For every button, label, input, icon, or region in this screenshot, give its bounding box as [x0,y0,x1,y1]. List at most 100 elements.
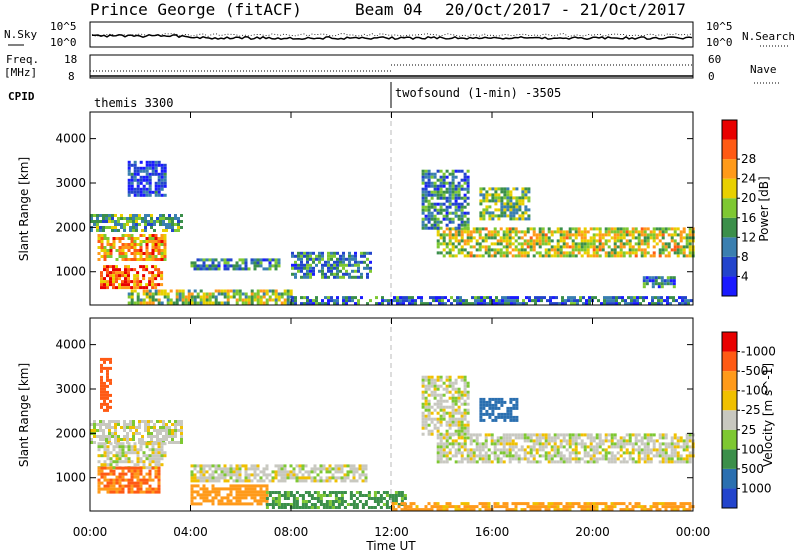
heatmap-cell [133,484,137,488]
heatmap-cell [672,279,676,283]
heatmap-cell [676,442,680,446]
heatmap-cell [124,255,128,258]
heatmap-cell [292,497,296,500]
heatmap-cell [147,426,150,429]
heatmap-cell [439,508,443,512]
heatmap-cell [550,445,554,449]
heatmap-cell [333,251,336,255]
heatmap-cell [354,257,357,261]
heatmap-cell [592,505,596,509]
heatmap-cell [676,445,680,449]
heatmap-cell [466,202,470,206]
heatmap-cell [145,172,149,176]
heatmap-cell [447,299,450,303]
heatmap-cell [463,193,467,197]
heatmap-cell [664,505,668,509]
heatmap-cell [106,366,109,370]
heatmap-cell [649,451,653,455]
heatmap-cell [381,299,384,303]
heatmap-cell [613,442,617,446]
heatmap-cell [442,202,446,206]
heatmap-cell [457,508,461,512]
heatmap-cell [465,302,468,306]
heatmap-cell [457,230,461,234]
heatmap-cell [502,233,506,237]
heatmap-cell [142,286,146,290]
heatmap-cell [421,220,425,224]
heatmap-cell [456,299,459,303]
heatmap-cell [616,457,620,461]
heatmap-cell [150,426,153,429]
heatmap-cell [363,251,366,255]
heatmap-cell [516,299,519,303]
heatmap-cell [541,227,545,231]
heatmap-cell [500,196,504,200]
heatmap-cell [526,242,530,246]
heatmap-cell [148,193,152,197]
heatmap-cell [651,279,655,283]
heatmap-cell [442,399,446,403]
heatmap-cell [193,298,197,302]
heatmap-cell [301,476,305,480]
heatmap-cell [90,229,93,232]
heatmap-cell [655,439,659,443]
heatmap-cell [451,236,455,240]
heatmap-cell [421,223,425,227]
heatmap-cell [424,414,428,418]
heatmap-cell [148,175,152,179]
heatmap-cell [346,464,350,468]
heatmap-cell [163,163,167,167]
heatmap-cell [460,429,464,433]
heatmap-cell [451,248,455,252]
heatmap-cell [607,451,611,455]
heatmap-cell [108,226,111,229]
heatmap-cell [430,390,434,394]
heatmap-cell [511,248,515,252]
heatmap-cell [259,479,263,483]
heatmap-cell [166,298,170,302]
heatmap-cell [488,214,492,218]
heatmap-cell [223,473,227,477]
heatmap-cell [145,187,149,191]
heatmap-cell [454,193,458,197]
heatmap-cell [523,248,527,252]
colorbar-segment [722,410,737,430]
heatmap-cell [513,299,516,303]
heatmap-cell [448,181,452,185]
heatmap-cell [436,420,440,424]
heatmap-cell [424,405,428,409]
heatmap-cell [622,245,626,249]
heatmap-cell [457,445,461,449]
heatmap-cell [534,296,537,300]
heatmap-cell [667,505,671,509]
heatmap-cell [663,279,667,283]
heatmap-cell [436,193,440,197]
heatmap-cell [583,433,587,437]
heatmap-cell [112,469,116,473]
heatmap-cell [485,409,489,413]
heatmap-cell [583,239,587,243]
heatmap-cell [139,469,143,473]
heatmap-cell [328,500,332,503]
heatmap-cell [106,378,109,382]
heatmap-cell [460,202,464,206]
heatmap-cell [148,178,152,182]
heatmap-cell [139,187,143,191]
heatmap-cell [442,254,446,258]
heatmap-cell [480,302,483,306]
heatmap-cell [97,481,101,485]
heatmap-cell [488,412,492,416]
heatmap-cell [271,476,275,480]
heatmap-cell [445,205,449,209]
heatmap-cell [123,438,126,441]
heatmap-cell [324,275,327,279]
heatmap-cell [512,214,516,218]
heatmap-cell [394,497,398,500]
heatmap-cell [157,481,161,485]
heatmap-cell [472,227,476,231]
heatmap-cell [427,220,431,224]
heatmap-cell [559,251,563,255]
heatmap-cell [442,451,446,455]
heatmap-cell [130,172,134,176]
heatmap-cell [397,503,401,506]
